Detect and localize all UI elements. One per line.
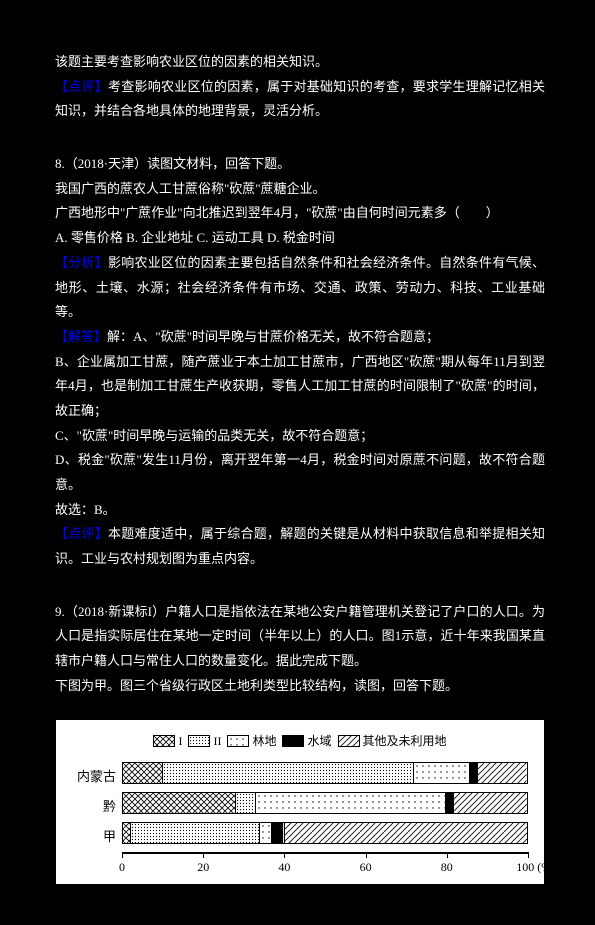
- text: 考查影响农业区位的因素，属于对基础知识的考查，要求学生理解记忆相关知识，并结合各…: [55, 79, 545, 119]
- legend-label: I: [178, 730, 182, 753]
- chart-bar-segment: [260, 823, 272, 843]
- text: 解：A、"砍蔗"时间早晚与甘蔗价格无关，故不符合题意；: [107, 329, 439, 344]
- chart-xlabel: 20: [197, 856, 209, 879]
- chart-ylabel: 甲: [72, 822, 116, 852]
- legend-label: 林地: [252, 730, 276, 753]
- chart-bar-segment: [478, 763, 526, 783]
- paragraph: 8.（2018·天津）读图文材料，回答下题。: [55, 152, 545, 177]
- chart-plot: 020406080100 (%): [122, 762, 528, 872]
- chart-xlabel: 40: [278, 856, 290, 879]
- legend-label: 其他及未利用地: [363, 730, 447, 753]
- chart-bar-row: [122, 762, 528, 784]
- legend-swatch: [153, 735, 175, 747]
- paragraph: 【点评】本题难度适中，属于综合题，解题的关键是从材料中获取信息和举提相关知识。工…: [55, 522, 545, 571]
- chart-bar-segment: [454, 793, 527, 813]
- chart-bar-segment: [414, 763, 471, 783]
- chart-bar-segment: [236, 793, 256, 813]
- paragraph: D、税金"砍蔗"发生11月份，离开翌年第一4月，税金时间对原蔗不问题，故不符合题…: [55, 448, 545, 497]
- paragraph: 【分析】影响农业区位的因素主要包括自然条件和社会经济条件。自然条件有气候、地形、…: [55, 251, 545, 325]
- label-jieda: 【解答】: [55, 329, 107, 344]
- page: 该题主要考查影响农业区位的因素的相关知识。 【点评】考查影响农业区位的因素，属于…: [0, 0, 595, 925]
- chart-bar-row: [122, 792, 528, 814]
- chart-bar-segment: [123, 763, 163, 783]
- land-use-chart: III林地水域其他及未利用地 内蒙古黔甲 020406080100 (%): [55, 719, 545, 886]
- paragraph: 【点评】考查影响农业区位的因素，属于对基础知识的考查，要求学生理解记忆相关知识，…: [55, 75, 545, 124]
- legend-item: 其他及未利用地: [338, 730, 447, 753]
- legend-item: I: [153, 730, 182, 753]
- chart-ylabel: 内蒙古: [72, 762, 116, 792]
- chart-bar-segment: [123, 823, 131, 843]
- chart-xlabel: 100 (%): [516, 856, 555, 879]
- text: 本题难度适中，属于综合题，解题的关键是从材料中获取信息和举提相关知识。工业与农村…: [55, 526, 545, 566]
- chart-bar-segment: [256, 793, 446, 813]
- paragraph: 【解答】解：A、"砍蔗"时间早晚与甘蔗价格无关，故不符合题意；: [55, 325, 545, 350]
- chart-bar-segment: [272, 823, 284, 843]
- chart-bar-segment: [163, 763, 413, 783]
- paragraph: 广西地形中"广蔗作业"向北推迟到翌年4月，"砍蔗"由自何时间元素多（ ）: [55, 201, 545, 226]
- label-dianping-2: 【点评】: [55, 526, 108, 541]
- spacer: [55, 124, 545, 152]
- chart-xlabel: 60: [360, 856, 372, 879]
- chart-bar-segment: [470, 763, 478, 783]
- chart-xlabel: 80: [441, 856, 453, 879]
- paragraph: B、企业属加工甘蔗，随产蔗业于本土加工甘蔗市，广西地区"砍蔗"期从每年11月到翌…: [55, 350, 545, 424]
- spacer: [55, 572, 545, 600]
- chart-xlabels: 020406080100 (%): [122, 854, 528, 872]
- legend-label: II: [213, 730, 221, 753]
- paragraph: 9.（2018·新课标I）户籍人口是指依法在某地公安户籍管理机关登记了户口的人口…: [55, 600, 545, 674]
- chart-legend: III林地水域其他及未利用地: [72, 730, 528, 753]
- legend-item: 林地: [227, 730, 276, 753]
- chart-xlabel: 0: [119, 856, 125, 879]
- chart-ylabel: 黔: [72, 792, 116, 822]
- chart-bar-segment: [131, 823, 260, 843]
- text: 影响农业区位的因素主要包括自然条件和社会经济条件。自然条件有气候、地形、土壤、水…: [55, 255, 545, 319]
- legend-swatch: [338, 735, 360, 747]
- paragraph: C、"砍蔗"时间早晚与运输的品类无关，故不符合题意；: [55, 424, 545, 449]
- legend-swatch: [227, 735, 249, 747]
- legend-swatch: [282, 735, 304, 747]
- label-fenxi: 【分析】: [55, 255, 108, 270]
- chart-bars-area: 内蒙古黔甲 020406080100 (%): [72, 762, 528, 872]
- legend-swatch: [188, 735, 210, 747]
- options: A. 零售价格 B. 企业地址 C. 运动工具 D. 税金时间: [55, 226, 545, 251]
- legend-label: 水域: [307, 730, 331, 753]
- chart-bar-segment: [285, 823, 527, 843]
- chart-ylabels: 内蒙古黔甲: [72, 762, 122, 872]
- legend-item: II: [188, 730, 221, 753]
- paragraph: 下图为甲。图三个省级行政区土地利类型比较结构，读图，回答下题。: [55, 674, 545, 699]
- legend-item: 水域: [282, 730, 331, 753]
- chart-bar-row: [122, 822, 528, 844]
- label-dianping: 【点评】: [55, 79, 108, 94]
- chart-bar-segment: [446, 793, 454, 813]
- chart-bar-segment: [123, 793, 236, 813]
- paragraph: 我国广西的蔗农人工甘蔗俗称"砍蔗"蔗糖企业。: [55, 177, 545, 202]
- paragraph: 故选：B。: [55, 498, 545, 523]
- paragraph: 该题主要考查影响农业区位的因素的相关知识。: [55, 50, 545, 75]
